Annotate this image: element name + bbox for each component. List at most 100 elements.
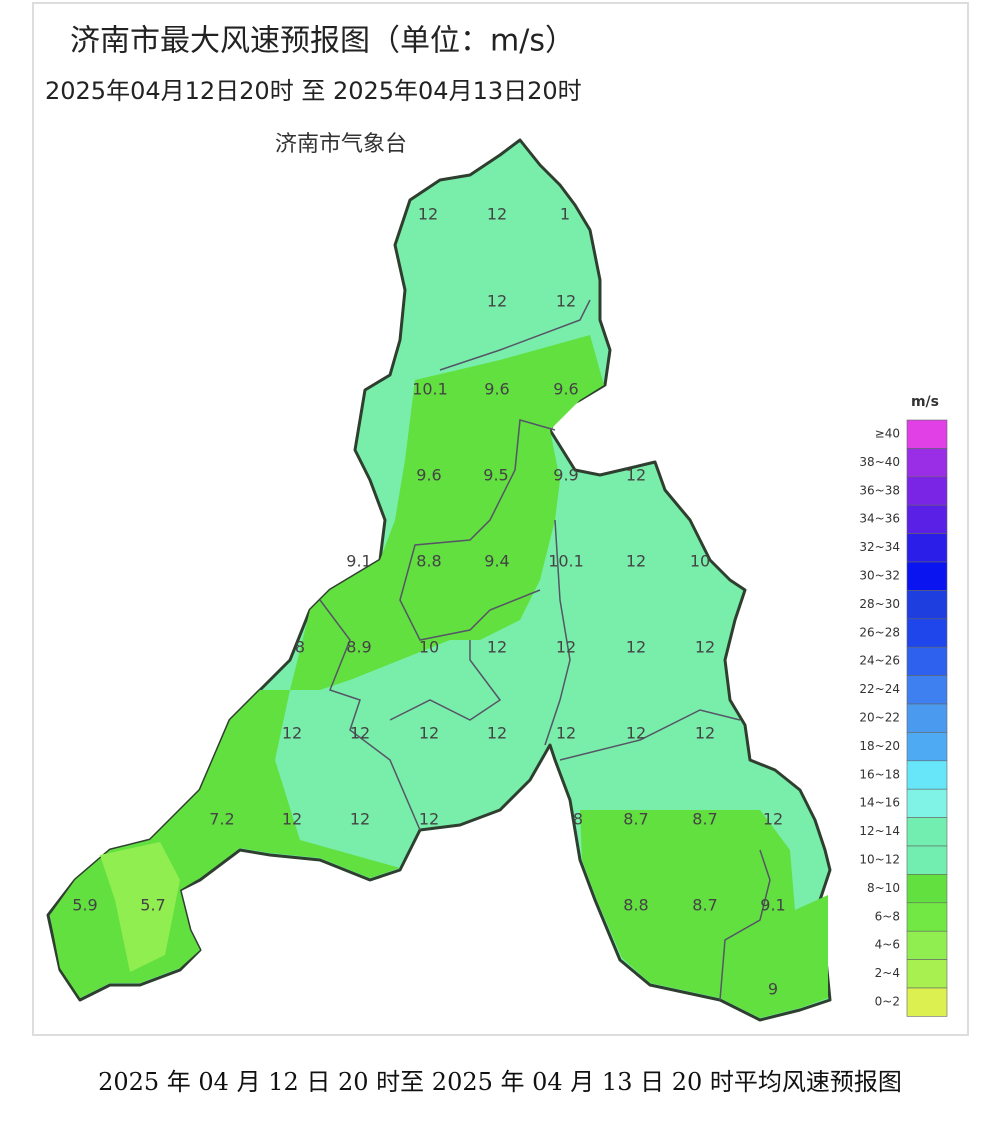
legend-label: 0~2 <box>875 995 900 1009</box>
border <box>399 419 556 641</box>
value-label: 10.1 <box>412 380 448 399</box>
value-label: 12 <box>626 638 646 657</box>
value-label: 8.9 <box>346 638 371 657</box>
map-figure: 济南市最大风速预报图（单位：m/s） 2025年04月12日20时 至 2025… <box>32 2 969 1036</box>
legend-label: 38~40 <box>859 455 900 469</box>
value-label: 12 <box>487 292 507 311</box>
value-label: 8 <box>295 638 305 657</box>
issuer: 济南市气象台 <box>275 132 407 157</box>
value-label: 12 <box>626 724 646 743</box>
value-label: 12 <box>626 466 646 485</box>
legend-swatch <box>906 675 948 705</box>
legend-label: 14~16 <box>859 796 900 810</box>
value-label: 12 <box>695 724 715 743</box>
legend-swatch <box>906 845 948 875</box>
legend: ≥40 38~40 36~38 34~36 32~34 30~32 28~30 26~28 24… <box>859 419 948 1017</box>
legend-swatch <box>906 561 948 591</box>
district-borders <box>319 299 771 1001</box>
value-label: 12 <box>695 638 715 657</box>
legend-label: 6~8 <box>875 909 900 923</box>
legend-swatch <box>906 760 948 790</box>
value-labels: 12 12 1 12 12 10.1 9.6 9.6 9.6 9.5 9.9 12 9.1 8.8 9.4 1… <box>72 205 785 999</box>
border <box>544 519 571 746</box>
legend-label: 28~30 <box>859 597 900 611</box>
legend-swatch <box>906 618 948 648</box>
value-label: 9 <box>768 980 778 999</box>
value-label: 8.7 <box>623 810 648 829</box>
legend-swatch <box>906 732 948 762</box>
legend-unit: m/s <box>911 394 939 410</box>
value-label: 9.5 <box>483 466 508 485</box>
value-label: 12 <box>418 205 438 224</box>
value-label: 9.1 <box>760 896 785 915</box>
legend-label: 24~26 <box>859 654 900 668</box>
value-label: 12 <box>626 552 646 571</box>
value-label: 9.6 <box>416 466 441 485</box>
border <box>389 640 502 721</box>
caption: 2025 年 04 月 12 日 20 时至 2025 年 04 月 13 日 … <box>98 1068 902 1096</box>
legend-label: 26~28 <box>859 625 900 639</box>
legend-label: 32~34 <box>859 540 900 554</box>
value-label: 12 <box>419 724 439 743</box>
value-label: 12 <box>487 205 507 224</box>
zone-8-10 <box>290 335 604 690</box>
value-label: 12 <box>487 724 507 743</box>
zone-8-10 <box>580 810 828 1018</box>
value-label: 12 <box>282 810 302 829</box>
period: 2025年04月12日20时 至 2025年04月13日20时 <box>45 77 582 105</box>
value-label: 12 <box>556 292 576 311</box>
value-label: 7.2 <box>209 810 234 829</box>
legend-label: 4~6 <box>875 938 900 952</box>
value-label: 5.9 <box>72 896 97 915</box>
legend-swatch <box>906 987 948 1017</box>
value-label: 12 <box>556 638 576 657</box>
legend-swatch <box>906 476 948 506</box>
value-label: 9.9 <box>553 466 578 485</box>
border <box>319 599 421 831</box>
border <box>439 299 591 371</box>
legend-swatch <box>906 788 948 818</box>
value-label: 9.6 <box>484 380 509 399</box>
legend-swatch <box>906 902 948 932</box>
legend-swatch <box>906 448 948 478</box>
legend-swatch <box>906 533 948 563</box>
legend-label: 20~22 <box>859 711 900 725</box>
legend-swatch <box>906 703 948 733</box>
value-label: 12 <box>763 810 783 829</box>
legend-label: 30~32 <box>859 569 900 583</box>
legend-swatch <box>906 817 948 847</box>
border <box>559 709 741 761</box>
legend-label: 16~18 <box>859 767 900 781</box>
value-label: 5.7 <box>140 896 165 915</box>
legend-label: 18~20 <box>859 739 900 753</box>
legend-swatch <box>906 930 948 960</box>
value-label: 10 <box>690 552 710 571</box>
value-label: 8.8 <box>623 896 648 915</box>
legend-label: 10~12 <box>859 853 900 867</box>
legend-swatch <box>906 504 948 534</box>
value-label: 12 <box>282 724 302 743</box>
legend-label: 22~24 <box>859 682 900 696</box>
legend-label: 12~14 <box>859 824 900 838</box>
legend-swatch <box>906 959 948 989</box>
legend-swatch <box>906 646 948 676</box>
legend-label: 34~36 <box>859 512 900 526</box>
value-label: 9.6 <box>553 380 578 399</box>
border <box>719 849 771 1001</box>
value-label: 12 <box>556 724 576 743</box>
value-label: 9.1 <box>346 552 371 571</box>
region <box>46 138 832 1022</box>
title: 济南市最大风速预报图（单位：m/s） <box>70 24 575 59</box>
legend-label: 36~38 <box>859 483 900 497</box>
legend-label: 2~4 <box>875 966 900 980</box>
value-label: 12 <box>350 810 370 829</box>
zone-4-6 <box>100 842 180 972</box>
value-label: 8.7 <box>692 896 717 915</box>
legend-swatch <box>906 419 948 449</box>
value-label: 12 <box>487 638 507 657</box>
value-label: 1 <box>560 205 570 224</box>
value-label: 10 <box>419 638 439 657</box>
value-label: 8 <box>573 810 583 829</box>
value-label: 12 <box>350 724 370 743</box>
